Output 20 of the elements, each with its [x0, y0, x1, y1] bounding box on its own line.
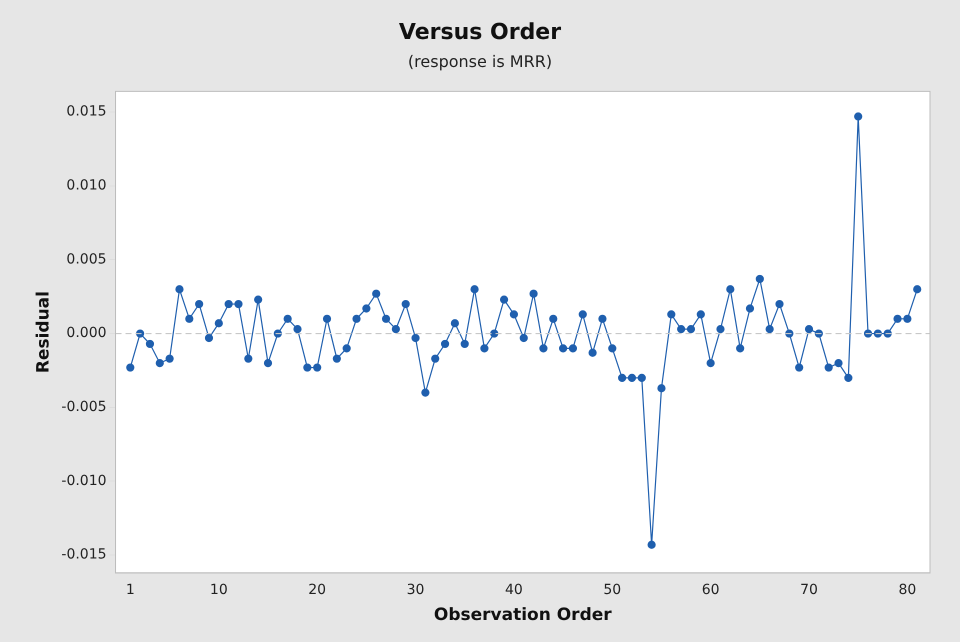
x-tick-label: 20	[308, 582, 326, 598]
chart-subtitle: (response is MRR)	[406, 52, 554, 71]
y-axis-title: Residual	[34, 291, 54, 374]
y-tick-label: 0.015	[66, 104, 107, 120]
x-axis-title: Observation Order	[434, 605, 612, 626]
y-tick-label: 0.010	[66, 178, 107, 194]
y-tick-label: -0.005	[61, 399, 107, 416]
y-tick-label: -0.015	[61, 546, 107, 563]
x-tick-label: 80	[898, 582, 916, 598]
y-tick-label: 0.005	[66, 251, 107, 268]
x-tick-label: 70	[800, 582, 818, 598]
chart-title: Versus Order	[398, 20, 562, 45]
x-tick-label: 1	[126, 582, 135, 598]
y-tick-label: -0.010	[61, 472, 107, 489]
x-tick-label: 10	[210, 582, 228, 598]
x-tick-label: 50	[603, 582, 622, 598]
x-tick-label: 40	[505, 582, 523, 598]
x-tick-label: 60	[702, 582, 720, 598]
y-tick-label: 0.000	[66, 325, 107, 342]
x-tick-label: 30	[406, 582, 424, 598]
